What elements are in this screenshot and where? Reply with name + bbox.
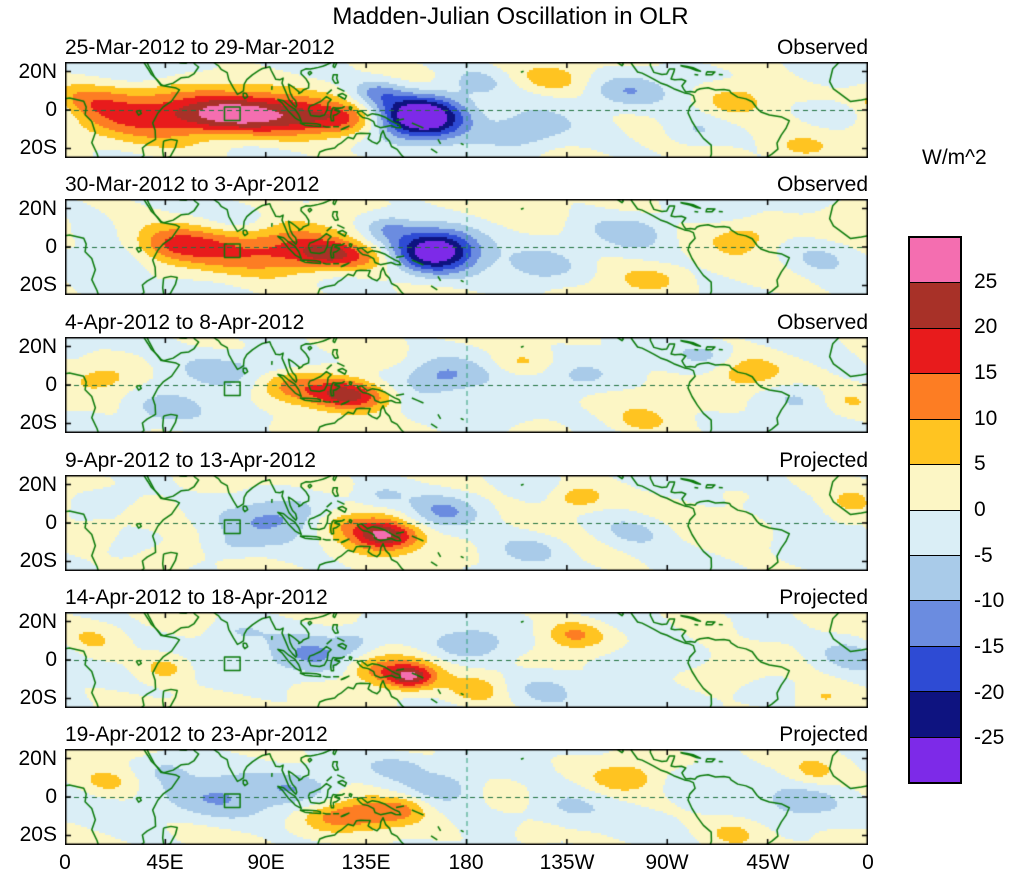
map-panel-2 <box>65 199 868 295</box>
colorbar-segment <box>910 510 960 556</box>
panel-status-label: Observed <box>776 173 868 196</box>
y-axis-tick: 20S <box>19 411 57 434</box>
x-axis-tick: 0 <box>59 851 71 874</box>
y-axis-tick: 20S <box>19 823 57 846</box>
map-panel-4 <box>65 475 868 571</box>
panel-date-label: 4-Apr-2012 to 8-Apr-2012 <box>65 311 305 334</box>
y-axis-tick: 0 <box>45 511 57 534</box>
colorbar-tick-label: 0 <box>974 498 986 521</box>
panel-date-label: 19-Apr-2012 to 23-Apr-2012 <box>65 723 328 746</box>
y-axis-tick: 20S <box>19 549 57 572</box>
x-axis-tick: 135E <box>341 851 391 874</box>
y-axis-tick: 0 <box>45 98 57 121</box>
colorbar-tick-label: -15 <box>974 635 1005 658</box>
panel-status-label: Projected <box>779 586 868 609</box>
x-axis-tick: 45E <box>146 851 184 874</box>
panel-4-heading: 9-Apr-2012 to 13-Apr-2012 Projected <box>65 448 868 473</box>
map-panel-1 <box>65 62 868 158</box>
y-axis-tick: 20S <box>19 686 57 709</box>
colorbar-tick-label: 15 <box>974 361 998 384</box>
panel-status-label: Observed <box>776 36 868 59</box>
x-axis-tick: 0 <box>862 851 874 874</box>
colorbar-tick-label: -5 <box>974 543 993 567</box>
x-axis-tick: 90E <box>247 851 285 874</box>
x-axis-tick: 135W <box>539 851 595 874</box>
colorbar-segment <box>910 737 960 783</box>
y-axis-tick: 20N <box>18 197 57 220</box>
y-axis-tick: 20N <box>18 473 57 496</box>
panel-6-heading: 19-Apr-2012 to 23-Apr-2012 Projected <box>65 722 868 747</box>
y-axis-tick: 0 <box>45 373 57 396</box>
colorbar-segment <box>910 692 960 738</box>
colorbar-segment <box>910 419 960 466</box>
y-axis-tick: 20N <box>18 610 57 633</box>
colorbar-tick-label: 5 <box>974 452 986 476</box>
panel-1-heading: 25-Mar-2012 to 29-Mar-2012 Observed <box>65 35 868 60</box>
colorbar-segment <box>910 283 960 329</box>
colorbar-tick-label: 20 <box>974 315 998 339</box>
colorbar-segment <box>910 374 960 420</box>
colorbar-tick-label: -25 <box>974 726 1005 750</box>
panel-status-label: Projected <box>779 723 868 746</box>
colorbar-tick-label: -10 <box>974 589 1005 613</box>
y-axis-tick: 0 <box>45 235 57 258</box>
colorbar <box>908 236 962 784</box>
y-axis-tick: 20S <box>19 273 57 296</box>
x-axis-tick: 90W <box>645 851 689 874</box>
colorbar-segment <box>910 646 960 693</box>
y-axis-tick: 0 <box>45 648 57 671</box>
panel-date-label: 30-Mar-2012 to 3-Apr-2012 <box>65 173 320 196</box>
colorbar-tick-label: 10 <box>974 406 998 430</box>
panel-status-label: Projected <box>779 449 868 472</box>
chart-title: Madden-Julian Oscillation in OLR <box>332 3 689 30</box>
y-axis-tick: 20N <box>18 747 57 770</box>
panel-date-label: 9-Apr-2012 to 13-Apr-2012 <box>65 449 316 472</box>
panel-5-heading: 14-Apr-2012 to 18-Apr-2012 Projected <box>65 585 868 610</box>
colorbar-segment <box>910 555 960 602</box>
y-axis-tick: 20N <box>18 60 57 83</box>
map-panel-5 <box>65 612 868 708</box>
colorbar-tick-label: 25 <box>974 269 998 293</box>
map-panel-3 <box>65 337 868 433</box>
y-axis-tick: 20S <box>19 136 57 159</box>
panel-3-heading: 4-Apr-2012 to 8-Apr-2012 Observed <box>65 310 868 335</box>
colorbar-segment <box>910 601 960 647</box>
panel-date-label: 25-Mar-2012 to 29-Mar-2012 <box>65 36 335 59</box>
colorbar-segment <box>910 328 960 375</box>
y-axis-tick: 0 <box>45 785 57 808</box>
map-panel-6 <box>65 749 868 845</box>
colorbar-segment <box>910 238 960 284</box>
panel-status-label: Observed <box>776 311 868 334</box>
panel-date-label: 14-Apr-2012 to 18-Apr-2012 <box>65 586 328 609</box>
colorbar-unit-label: W/m^2 <box>922 146 987 169</box>
x-axis-tick: 180 <box>448 851 484 874</box>
x-axis-tick: 45W <box>746 851 790 874</box>
y-axis-tick: 20N <box>18 335 57 358</box>
colorbar-tick-label: -20 <box>974 680 1005 704</box>
colorbar-segment <box>910 465 960 511</box>
panel-2-heading: 30-Mar-2012 to 3-Apr-2012 Observed <box>65 172 868 197</box>
